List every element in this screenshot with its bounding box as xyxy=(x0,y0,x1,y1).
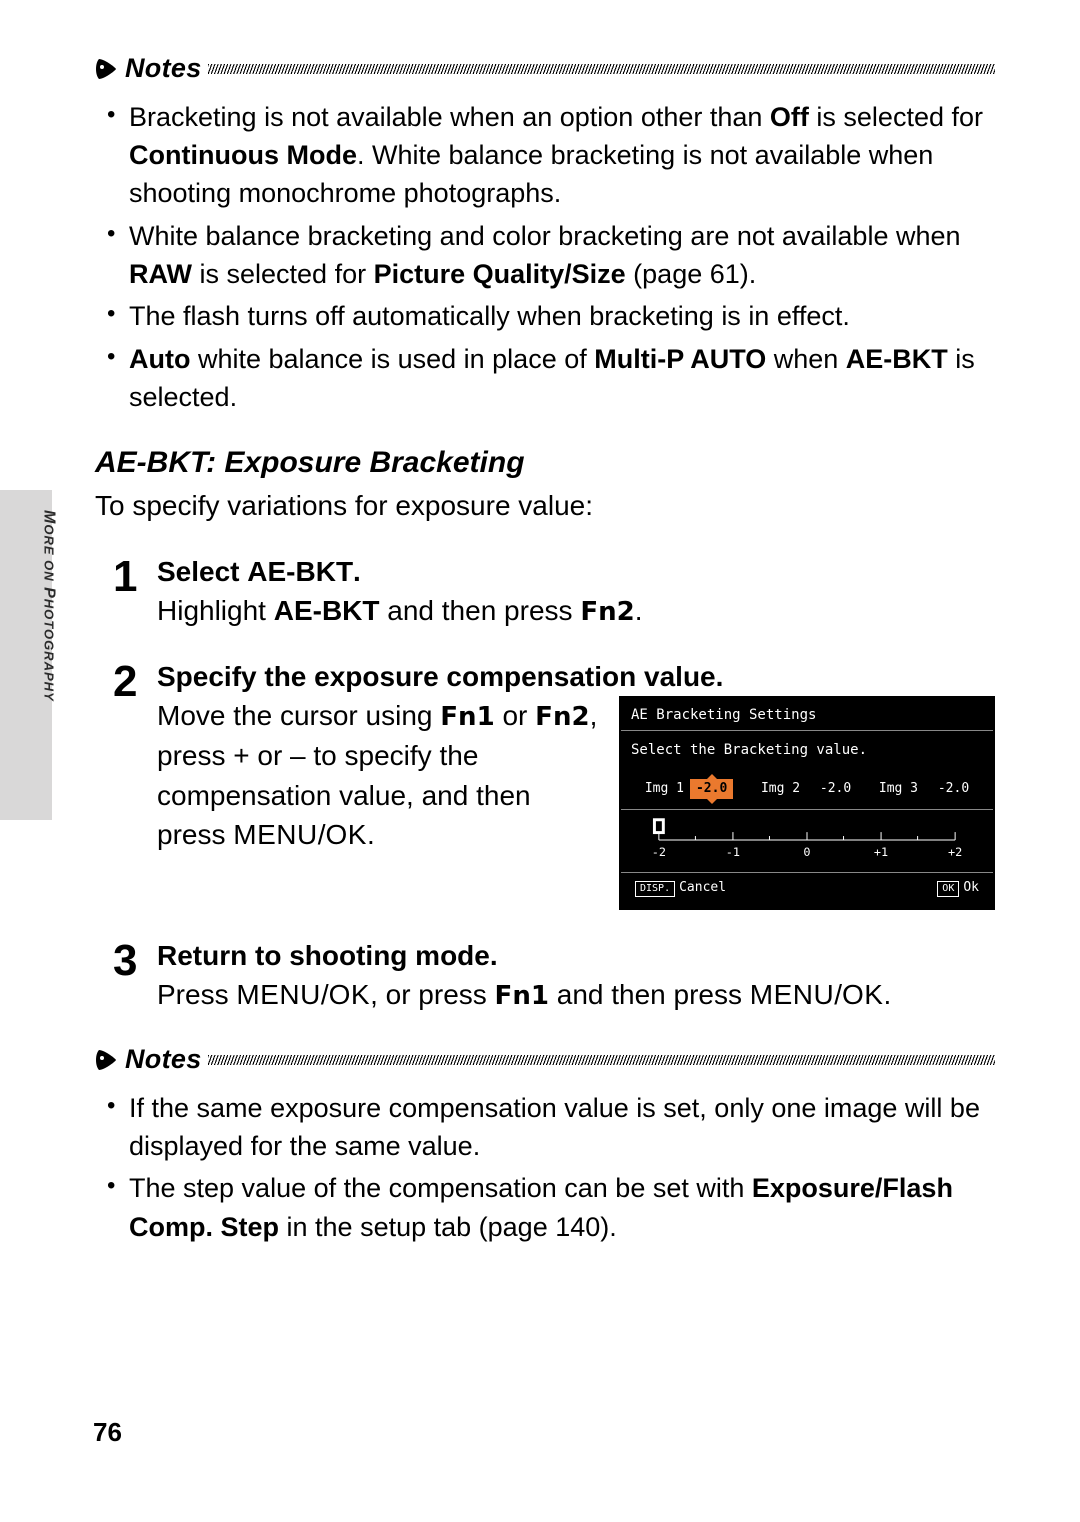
section-title: AE-BKT: Exposure Bracketing xyxy=(95,442,995,484)
lcd-img2: Img 2 -2.0 xyxy=(761,780,851,798)
lcd-scale: -2 -1 0 +1 +2 xyxy=(621,810,993,872)
step-body: Move the cursor using Fn1 or Fn2, press … xyxy=(157,696,599,855)
lcd-title: AE Bracketing Settings xyxy=(621,698,993,730)
notes-list-2: If the same exposure compensation value … xyxy=(105,1089,995,1246)
notes-list-1: Bracketing is not available when an opti… xyxy=(105,98,995,417)
lcd-disp-icon: DISP. xyxy=(635,881,675,897)
lcd-values-row: Img 1 -2.0 Img 2 -2.0 Img 3 -2.0 xyxy=(621,773,993,809)
lcd-bottom-bar: DISP.Cancel OKOk xyxy=(621,873,993,907)
page-content: Notes Bracketing is not available when a… xyxy=(95,50,995,1250)
step-1: 1 Select AE-BKT. Highlight AE-BKT and th… xyxy=(95,552,995,631)
note-item: The flash turns off automatically when b… xyxy=(105,297,995,335)
svg-text:-2: -2 xyxy=(652,845,666,859)
notes-heading: Notes xyxy=(95,50,995,88)
page-number: 76 xyxy=(93,1414,122,1450)
step-title: Select AE-BKT. xyxy=(157,552,995,591)
notes-heading-2: Notes xyxy=(95,1041,995,1079)
lcd-screenshot: AE Bracketing Settings Select the Bracke… xyxy=(619,696,995,910)
lcd-ok-icon: OK xyxy=(937,881,959,897)
note-item: Auto white balance is used in place of M… xyxy=(105,340,995,417)
step-title: Return to shooting mode. xyxy=(157,936,995,975)
lcd-img1: Img 1 -2.0 xyxy=(645,779,733,799)
lcd-img3: Img 3 -2.0 xyxy=(879,780,969,798)
step-number: 2 xyxy=(113,651,137,713)
section-intro: To specify variations for exposure value… xyxy=(95,486,995,525)
notes-rule xyxy=(208,64,995,74)
step-body: Press MENU/OK, or press Fn1 and then pre… xyxy=(157,975,995,1015)
step-number: 3 xyxy=(113,930,137,992)
notes-pointer-icon xyxy=(95,57,119,81)
note-item: If the same exposure compensation value … xyxy=(105,1089,995,1166)
svg-text:+2: +2 xyxy=(948,845,962,859)
notes-label: Notes xyxy=(125,50,202,88)
svg-text:0: 0 xyxy=(803,845,810,859)
svg-text:+1: +1 xyxy=(874,845,888,859)
side-tab-label: MORE ON PHOTOGRAPHY xyxy=(37,510,59,702)
note-item: White balance bracketing and color brack… xyxy=(105,217,995,294)
notes-rule xyxy=(208,1055,995,1065)
step-3: 3 Return to shooting mode. Press MENU/OK… xyxy=(95,936,995,1015)
note-item: Bracketing is not available when an opti… xyxy=(105,98,995,213)
step-2: 2 Specify the exposure compensation valu… xyxy=(95,657,995,910)
notes-pointer-icon xyxy=(95,1048,119,1072)
step-number: 1 xyxy=(113,546,137,608)
step-title: Specify the exposure compensation value. xyxy=(157,657,995,696)
lcd-subtitle: Select the Bracketing value. xyxy=(621,731,993,773)
notes-label: Notes xyxy=(125,1041,202,1079)
note-item: The step value of the compensation can b… xyxy=(105,1169,995,1246)
svg-text:-1: -1 xyxy=(726,845,740,859)
step-body: Highlight AE-BKT and then press Fn2. xyxy=(157,591,995,631)
